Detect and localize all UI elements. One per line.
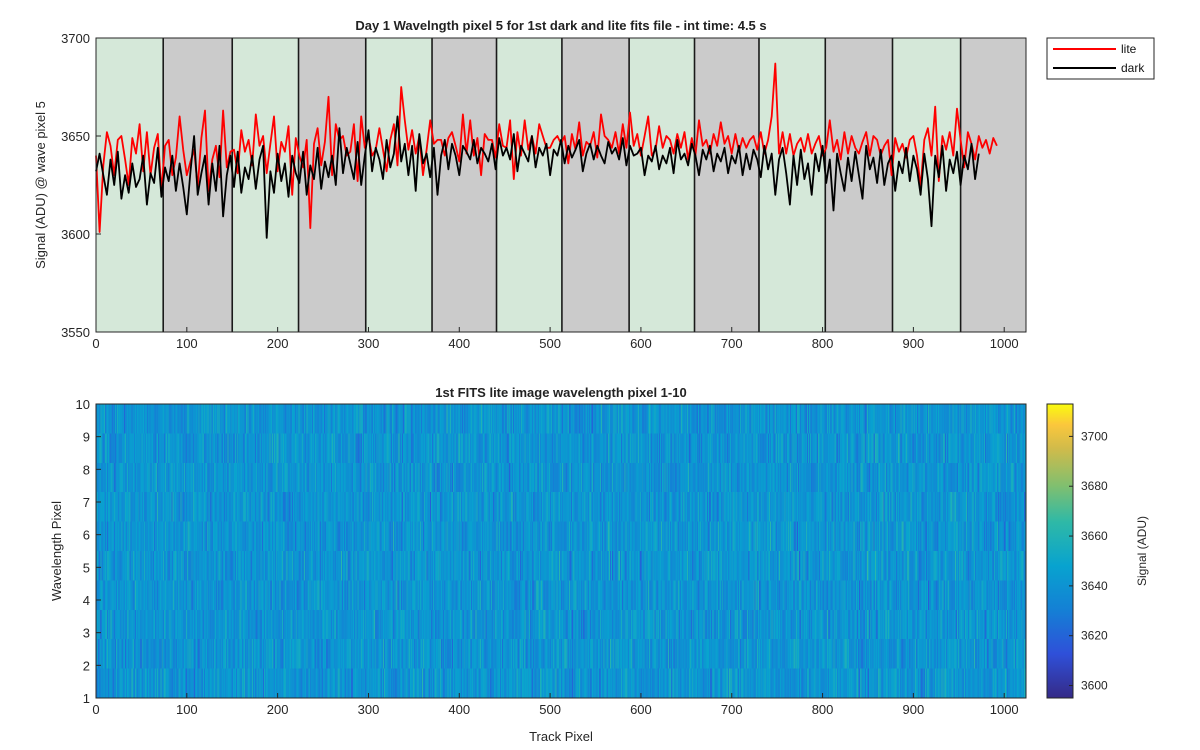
- x-tick-label: 200: [267, 702, 289, 717]
- band-dark: [694, 38, 759, 332]
- y-tick-label: 2: [83, 658, 90, 673]
- x-tick-label: 0: [92, 702, 99, 717]
- y-tick-label: 10: [76, 397, 90, 412]
- y-tick-label: 3650: [61, 129, 90, 144]
- heatmap-image: [96, 404, 1026, 698]
- colorbar-tick-label: 3700: [1081, 429, 1108, 443]
- top-background-bands: [96, 38, 1026, 332]
- y-tick-label: 1: [83, 691, 90, 706]
- y-tick-label: 6: [83, 528, 90, 543]
- top-chart: Day 1 Wavelngth pixel 5 for 1st dark and…: [33, 18, 1155, 351]
- x-tick-label: 500: [539, 702, 561, 717]
- band-lite: [892, 38, 961, 332]
- band-dark: [432, 38, 497, 332]
- x-tick-label: 0: [92, 336, 99, 351]
- top-plot-frame: [95, 37, 1027, 333]
- y-tick-label: 7: [83, 495, 90, 510]
- legend: lite dark: [1046, 37, 1155, 80]
- x-tick-label: 100: [176, 702, 198, 717]
- y-tick-label: 3700: [61, 31, 90, 46]
- x-tick-label: 500: [539, 336, 561, 351]
- heatmap-cells: [96, 404, 1026, 698]
- x-tick-label: 600: [630, 702, 652, 717]
- band-lite: [496, 38, 562, 332]
- y-tick-label: 8: [83, 462, 90, 477]
- colorbar-tick-label: 3640: [1081, 579, 1108, 593]
- colorbar-ticks: 3600 3620 3640 3660 3680 3700: [1069, 429, 1108, 693]
- top-y-axis-label: Signal (ADU) @ wave pixel 5: [33, 101, 48, 269]
- x-tick-label: 300: [358, 702, 380, 717]
- y-tick-label: 5: [83, 560, 90, 575]
- heatmap-x-axis: 0 100 200 300 400 500 600 700 800 900 1000: [92, 693, 1019, 717]
- band-lite: [365, 38, 433, 332]
- colorbar-tick-label: 3620: [1081, 629, 1108, 643]
- colorbar-tick-label: 3600: [1081, 679, 1108, 693]
- top-y-axis: 3550 3600 3650 3700: [61, 31, 101, 340]
- x-tick-label: 700: [721, 336, 743, 351]
- x-tick-label: 1000: [990, 336, 1019, 351]
- bottom-chart: 1st FITS lite image wavelength pixel 1-1…: [49, 385, 1149, 744]
- band-lite: [629, 38, 695, 332]
- top-series-group: [95, 62, 998, 239]
- heatmap-y-axis-label: Wavelength Pixel: [49, 501, 64, 601]
- heatmap-x-axis-label: Track Pixel: [529, 729, 593, 744]
- x-tick-label: 900: [903, 702, 925, 717]
- x-tick-label: 900: [903, 336, 925, 351]
- heatmap-frame: [95, 403, 1027, 699]
- x-tick-label: 800: [812, 336, 834, 351]
- colorbar-tick-label: 3680: [1081, 479, 1108, 493]
- top-chart-title: Day 1 Wavelngth pixel 5 for 1st dark and…: [355, 18, 766, 33]
- band-dark: [561, 38, 630, 332]
- band-dark: [825, 38, 893, 332]
- y-tick-label: 3550: [61, 325, 90, 340]
- band-dark: [298, 38, 366, 332]
- heatmap-y-axis: 1 2 3 4 5 6 7 8 9 10: [76, 397, 101, 706]
- colorbar-tick-label: 3660: [1081, 529, 1108, 543]
- x-tick-label: 400: [448, 336, 470, 351]
- y-tick-label: 9: [83, 430, 90, 445]
- x-tick-label: 1000: [990, 702, 1019, 717]
- top-x-axis: 0 100 200 300 400 500 600 700 800 900 1000: [92, 327, 1019, 351]
- x-tick-label: 600: [630, 336, 652, 351]
- legend-label-lite: lite: [1121, 42, 1137, 56]
- x-tick-label: 700: [721, 702, 743, 717]
- x-tick-label: 200: [267, 336, 289, 351]
- x-tick-label: 400: [448, 702, 470, 717]
- x-tick-label: 800: [812, 702, 834, 717]
- y-tick-label: 4: [83, 593, 90, 608]
- bottom-chart-title: 1st FITS lite image wavelength pixel 1-1…: [435, 385, 686, 400]
- x-tick-label: 100: [176, 336, 198, 351]
- y-tick-label: 3: [83, 626, 90, 641]
- series-line-dark: [95, 115, 980, 239]
- band-dark: [960, 38, 1026, 332]
- y-tick-label: 3600: [61, 227, 90, 242]
- colorbar-label: Signal (ADU): [1135, 516, 1149, 586]
- legend-box: [1046, 37, 1155, 80]
- legend-label-dark: dark: [1121, 61, 1145, 75]
- colorbar: [1046, 403, 1074, 699]
- x-tick-label: 300: [358, 336, 380, 351]
